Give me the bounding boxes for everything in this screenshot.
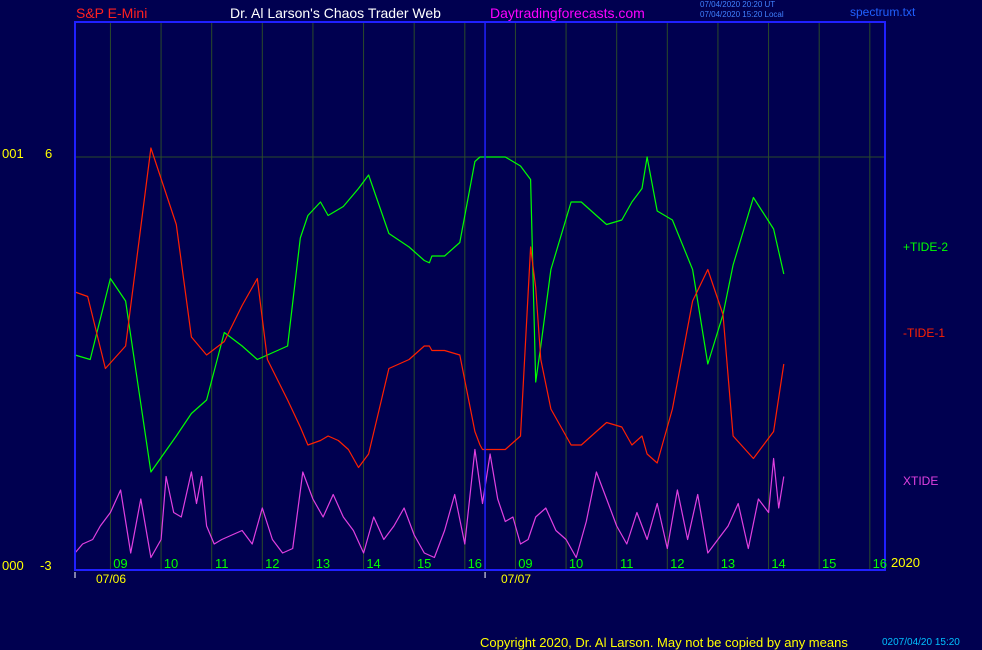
x-tick-label: 16 bbox=[468, 556, 482, 571]
timestamp-local: 07/04/2020 15:20 Local bbox=[700, 10, 784, 19]
x-tick-label: 16 bbox=[873, 556, 887, 571]
y-top-prefix: 001 bbox=[2, 146, 24, 161]
x-tick-label: 12 bbox=[670, 556, 684, 571]
plot-area bbox=[75, 22, 885, 570]
grid-lines bbox=[75, 22, 885, 570]
y-bottom-prefix: 000 bbox=[2, 558, 24, 573]
x-tick-label: 10 bbox=[164, 556, 178, 571]
x-tick-label: 09 bbox=[113, 556, 127, 571]
series-xtide-line bbox=[74, 448, 785, 559]
instrument-title: S&P E-Mini bbox=[76, 5, 148, 21]
x-tick-label: 15 bbox=[822, 556, 836, 571]
series-tide2-line bbox=[74, 156, 785, 473]
legend-tide1: -TIDE-1 bbox=[903, 326, 945, 340]
x-tick-label: 09 bbox=[518, 556, 532, 571]
x-tick-label: 13 bbox=[316, 556, 330, 571]
x-tick-label: 14 bbox=[771, 556, 785, 571]
date-label-day1: 07/06 bbox=[96, 572, 127, 586]
x-tick-label: 12 bbox=[265, 556, 279, 571]
timestamp-ut: 07/04/2020 20:20 UT bbox=[700, 0, 776, 9]
frame-border bbox=[74, 21, 886, 571]
x-tick-label: 11 bbox=[215, 556, 229, 571]
x-tick-labels: 09 10 11 12 13 14 15 16 09 10 11 12 13 14 15 16 bbox=[113, 556, 887, 571]
x-tick-label: 10 bbox=[569, 556, 583, 571]
site-title: Dr. Al Larson's Chaos Trader Web bbox=[230, 5, 441, 21]
x-tick-label: 14 bbox=[366, 556, 380, 571]
legend-tide2: +TIDE-2 bbox=[903, 240, 949, 254]
year-label: 2020 bbox=[891, 555, 920, 570]
footer-overlap-text: 0207/04/20 15:20 bbox=[882, 637, 960, 648]
site-url-link[interactable]: Daytradingforecasts.com bbox=[490, 5, 645, 21]
y-top-value: 6 bbox=[45, 146, 53, 161]
series-tide1-line bbox=[74, 147, 785, 469]
plot-frame bbox=[74, 21, 886, 578]
file-name: spectrum.txt bbox=[850, 5, 916, 19]
date-label-day2: 07/07 bbox=[501, 572, 532, 586]
legend-xtide: XTIDE bbox=[903, 474, 939, 488]
x-tick-label: 13 bbox=[721, 556, 735, 571]
series-group bbox=[74, 147, 785, 559]
x-tick-label: 15 bbox=[417, 556, 431, 571]
copyright-text: Copyright 2020, Dr. Al Larson. May not b… bbox=[480, 635, 848, 650]
y-bottom-value: -3 bbox=[40, 558, 52, 573]
x-tick-label: 11 bbox=[620, 556, 634, 571]
